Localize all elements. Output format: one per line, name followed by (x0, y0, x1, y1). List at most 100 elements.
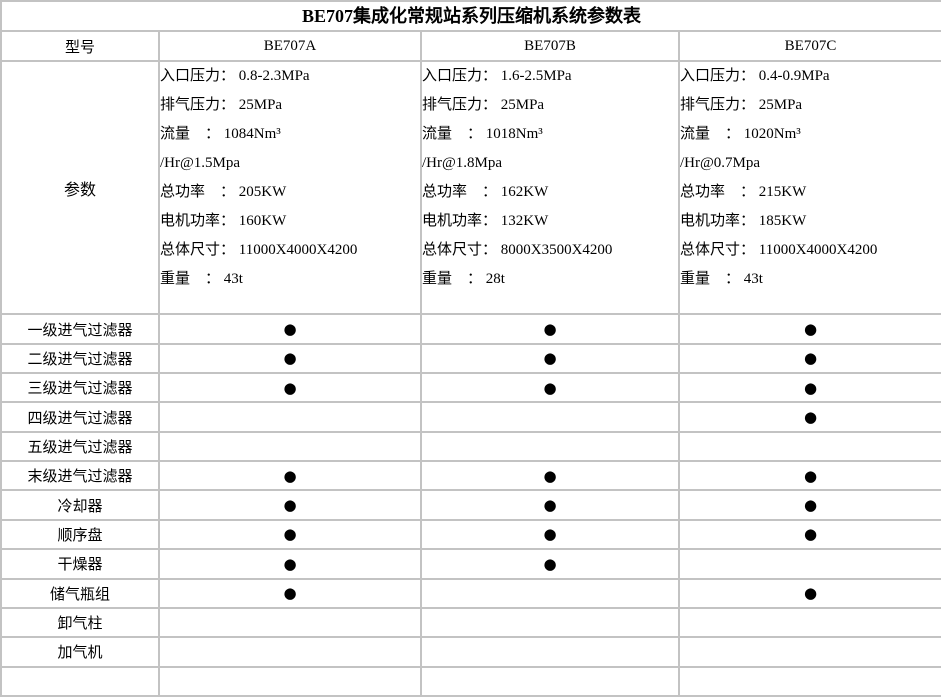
availability-cell-be707c (677, 548, 941, 580)
bullet-icon: ● (803, 466, 818, 485)
param-line: /Hr@1.5Mpa (160, 154, 241, 171)
availability-cell-be707c: ● (677, 518, 941, 551)
table-row: 加气机 (0, 636, 941, 668)
availability-cell-be707b: ● (420, 489, 680, 521)
availability-cell-be707c: ● (677, 342, 941, 375)
bullet-icon: ● (283, 525, 297, 544)
params-row: 参数 入口压力： 0.8-2.3MPa 排气压力： 25MPa 流量 ： 108… (0, 59, 941, 316)
bullet-icon: ● (803, 496, 818, 515)
table-row (0, 665, 941, 697)
column-header-be707b: BE707B (420, 30, 680, 62)
param-line: 流量 ： 1084Nm³ (160, 125, 281, 142)
param-line: 入口压力： 0.8-2.3MPa (160, 67, 310, 84)
table-row: 末级进气过滤器 ● ● ● (0, 460, 941, 492)
availability-cell-be707c: ● (677, 489, 941, 521)
params-cell-be707c: 入口压力： 0.4-0.9MPa 排气压力： 25MPa 流量 ： 1020Nm… (677, 59, 941, 316)
bullet-icon: ● (283, 584, 297, 603)
bullet-icon: ● (543, 320, 557, 339)
availability-cell-be707c: ● (677, 313, 941, 345)
availability-cell-be707b: ● (420, 372, 680, 404)
param-line: 重量 ： 28t (422, 270, 505, 287)
row-label: 干燥器 (0, 548, 160, 580)
row-label: 加气机 (0, 636, 160, 668)
bullet-icon: ● (803, 408, 818, 427)
availability-cell-be707b: ● (420, 548, 680, 580)
availability-cell-be707b (420, 577, 680, 609)
params-cell-be707a: 入口压力： 0.8-2.3MPa 排气压力： 25MPa 流量 ： 1084Nm… (158, 59, 422, 316)
param-line: 入口压力： 1.6-2.5MPa (422, 67, 572, 84)
table-row: 五级进气过滤器 (0, 430, 941, 463)
availability-cell-be707a: ● (158, 313, 422, 345)
availability-cell-be707c (677, 430, 941, 463)
availability-cell-be707c: ● (677, 401, 941, 433)
row-label: 末级进气过滤器 (0, 460, 160, 492)
bullet-icon: ● (283, 378, 297, 397)
params-row-label: 参数 (0, 59, 160, 316)
table-row: 卸气柱 (0, 606, 941, 639)
bullet-icon: ● (543, 525, 557, 544)
availability-cell-be707a: ● (158, 372, 422, 404)
availability-cell-be707b (420, 636, 680, 668)
column-header-be707a: BE707A (158, 30, 422, 62)
table-row: 顺序盘 ● ● ● (0, 518, 941, 551)
column-header-be707c: BE707C (677, 30, 941, 62)
availability-cell-be707c: ● (677, 372, 941, 404)
param-line: 电机功率： 132KW (422, 212, 549, 229)
param-line: 电机功率： 160KW (160, 212, 287, 229)
param-line: 排气压力： 25MPa (680, 96, 803, 113)
bullet-icon: ● (543, 496, 557, 515)
availability-cell-be707a (158, 636, 422, 668)
row-label: 三级进气过滤器 (0, 372, 160, 404)
table-row: 干燥器 ● ● (0, 548, 941, 580)
row-label: 五级进气过滤器 (0, 430, 160, 463)
availability-cell-be707a: ● (158, 548, 422, 580)
availability-cell-be707c (677, 636, 941, 668)
availability-cell-be707a (158, 401, 422, 433)
bullet-icon: ● (803, 378, 818, 397)
availability-cell-be707c: ● (677, 577, 941, 609)
availability-cell-be707b (420, 665, 680, 697)
bullet-icon: ● (283, 466, 297, 485)
param-line: 流量 ： 1018Nm³ (422, 125, 543, 142)
table-row: 三级进气过滤器 ● ● ● (0, 372, 941, 404)
availability-cell-be707c (677, 665, 941, 697)
param-line: 电机功率： 185KW (680, 212, 807, 229)
bullet-icon: ● (803, 525, 818, 544)
row-label: 顺序盘 (0, 518, 160, 551)
bullet-icon: ● (283, 349, 297, 368)
param-line: 总功率 ： 205KW (160, 183, 287, 200)
table-row: 四级进气过滤器 ● (0, 401, 941, 433)
availability-cell-be707c (677, 606, 941, 639)
param-line: 总体尺寸： 8000X3500X4200 (422, 241, 613, 258)
bullet-icon: ● (283, 496, 297, 515)
row-label: 二级进气过滤器 (0, 342, 160, 375)
param-line: 排气压力： 25MPa (422, 96, 545, 113)
availability-cell-be707c: ● (677, 460, 941, 492)
param-line: 重量 ： 43t (680, 270, 763, 287)
availability-cell-be707b (420, 401, 680, 433)
column-header-model: 型号 (0, 30, 160, 62)
param-line: 排气压力： 25MPa (160, 96, 283, 113)
param-line: 流量 ： 1020Nm³ (680, 125, 801, 142)
bullet-icon: ● (803, 349, 818, 368)
availability-cell-be707b: ● (420, 313, 680, 345)
bullet-icon: ● (543, 378, 557, 397)
availability-cell-be707a: ● (158, 489, 422, 521)
param-line: 重量 ： 43t (160, 270, 243, 287)
availability-cell-be707a: ● (158, 342, 422, 375)
availability-cell-be707a (158, 665, 422, 697)
title-row: BE707集成化常规站系列压缩机系统参数表 (0, 0, 941, 33)
param-line: 入口压力： 0.4-0.9MPa (680, 67, 830, 84)
bullet-icon: ● (543, 349, 557, 368)
param-line: 总功率 ： 215KW (680, 183, 807, 200)
bullet-icon: ● (803, 320, 818, 339)
table-row: 二级进气过滤器 ● ● ● (0, 342, 941, 375)
availability-cell-be707a (158, 606, 422, 639)
bullet-icon: ● (283, 320, 297, 339)
param-line: 总功率 ： 162KW (422, 183, 549, 200)
row-label: 卸气柱 (0, 606, 160, 639)
table-row: 一级进气过滤器 ● ● ● (0, 313, 941, 345)
availability-cell-be707a (158, 430, 422, 463)
table-row: 冷却器 ● ● ● (0, 489, 941, 521)
availability-cell-be707a: ● (158, 577, 422, 609)
